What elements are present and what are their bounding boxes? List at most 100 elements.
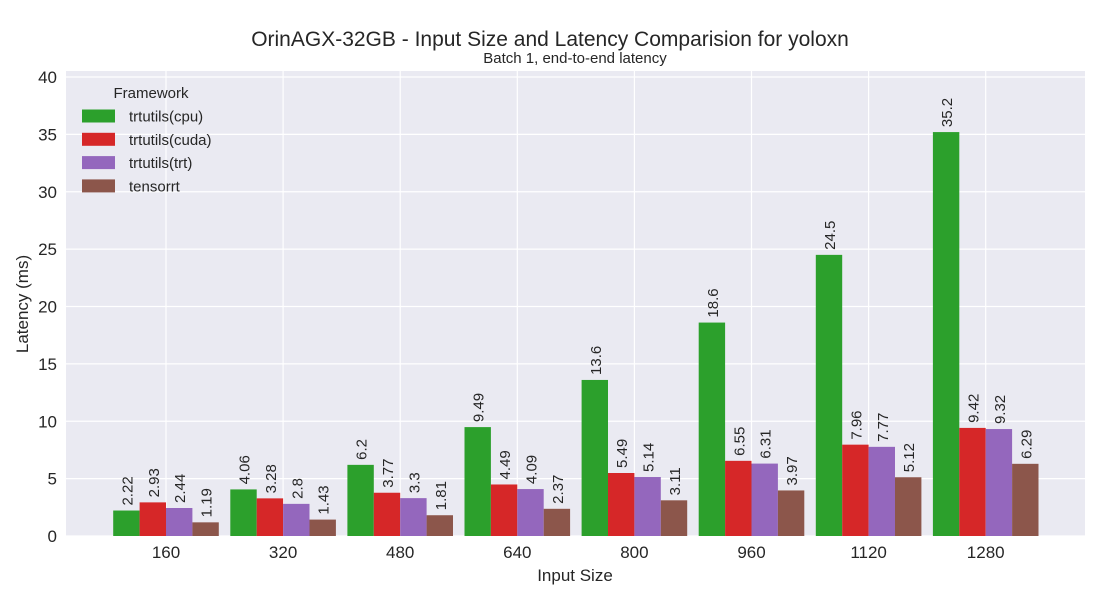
bar-value-label: 3.28 [263, 464, 280, 493]
bar [426, 515, 453, 536]
grid-lines [66, 71, 1085, 537]
chart-title: OrinAGX-32GB - Input Size and Latency Co… [251, 28, 849, 51]
bar-value-label: 4.09 [524, 455, 541, 484]
y-tick-label: 20 [38, 298, 57, 317]
bar [517, 489, 544, 536]
bar-value-label: 5.14 [641, 443, 658, 472]
bar-value-label: 2.93 [146, 468, 163, 497]
bar-value-label: 35.2 [939, 98, 956, 127]
bar-value-label: 4.06 [237, 455, 254, 484]
bar-value-label: 18.6 [705, 288, 722, 317]
legend-swatch [82, 179, 115, 193]
x-tick-label: 800 [620, 543, 648, 562]
legend-swatch [82, 156, 115, 170]
bar-value-label: 24.5 [822, 221, 839, 250]
legend-items: trtutils(cpu) trtutils(cuda) trtutils(trt)… [82, 109, 212, 195]
bar-value-label: 9.42 [966, 394, 983, 423]
x-tick-label: 640 [503, 543, 531, 562]
bar-value-label: 4.49 [497, 450, 514, 479]
bar-value-label: 7.77 [875, 413, 892, 442]
bar [309, 519, 336, 536]
legend-label: tensorrt [129, 178, 181, 195]
bar [634, 477, 661, 536]
y-tick-label: 5 [48, 470, 57, 489]
legend-label: trtutils(cpu) [129, 109, 203, 126]
y-tick-label: 40 [38, 68, 57, 87]
bar [464, 427, 491, 536]
bar-value-label: 3.77 [380, 459, 397, 488]
bar-value-label: 2.44 [172, 474, 189, 503]
legend-label: trtutils(trt) [129, 155, 192, 172]
bar-value-label: 6.29 [1018, 430, 1035, 459]
bar [400, 498, 427, 536]
plot-area [66, 71, 1085, 536]
x-tick-label: 960 [737, 543, 765, 562]
bar-value-label: 9.49 [471, 393, 488, 422]
bar-value-label: 1.81 [433, 481, 450, 510]
bar [490, 484, 518, 536]
bar [725, 460, 752, 536]
bar [192, 522, 219, 536]
bar-value-label: 3.11 [667, 467, 684, 495]
y-tick-label: 15 [38, 355, 57, 374]
y-tick-label: 25 [38, 240, 57, 259]
legend-label: trtutils(cuda) [129, 132, 212, 149]
legend-swatch [82, 132, 115, 146]
bar-value-label: 9.32 [992, 395, 1009, 424]
bar-value-label: 3.97 [784, 456, 801, 485]
bar-value-label: 1.19 [199, 488, 216, 517]
x-tick-label: 1280 [967, 543, 1005, 562]
chart-subtitle: Batch 1, end-to-end latency [483, 50, 667, 67]
x-axis-label: Input Size [537, 566, 613, 585]
bar [895, 477, 922, 536]
bar-value-label: 5.49 [614, 439, 631, 468]
bar [230, 489, 257, 536]
bar-value-label: 6.31 [758, 429, 775, 458]
bar [166, 508, 193, 536]
bar [777, 490, 805, 536]
bar [1012, 463, 1039, 536]
bar-value-label: 1.43 [316, 485, 333, 514]
x-tick-label: 480 [386, 543, 414, 562]
y-tick-label: 30 [38, 183, 57, 202]
bar [347, 464, 374, 536]
x-tick-label: 1120 [850, 543, 887, 562]
bar [985, 429, 1013, 536]
bar-value-label: 5.12 [901, 443, 918, 472]
bar-value-label: 6.55 [731, 427, 748, 456]
x-tick-label: 320 [269, 543, 297, 562]
bar [581, 379, 608, 536]
x-tick-label: 160 [152, 543, 180, 562]
bar-value-label: 2.22 [119, 476, 136, 505]
bar [842, 444, 869, 536]
bar [256, 498, 284, 536]
y-tick-label: 35 [38, 125, 57, 144]
bar-value-label: 2.8 [289, 478, 306, 499]
bar [373, 492, 401, 536]
bar [959, 427, 986, 536]
bar [868, 446, 895, 536]
bar [113, 510, 140, 536]
bar [660, 500, 688, 536]
bar-value-label: 13.6 [588, 346, 605, 375]
bar-value-labels: 2.22 4.06 6.2 9.49 13.6 18.6 24.5 35.2 2.93 3.28 3… [119, 98, 1035, 517]
bar-value-label: 7.96 [848, 410, 865, 439]
y-axis-ticks: 0 5 10 15 20 25 30 35 40 [38, 68, 57, 546]
legend: Framework trtutils(cpu)trtutils(cuda)trt… [82, 85, 212, 195]
bar [543, 508, 571, 536]
x-axis-ticks: 160 320 480 640 800 960 1120 1280 [152, 543, 1005, 562]
bar-value-label: 6.2 [354, 439, 371, 460]
bar [283, 503, 310, 536]
bar [139, 502, 166, 536]
bars [113, 132, 1039, 537]
y-axis-label: Latency (ms) [13, 255, 32, 353]
bar [698, 322, 726, 536]
bar [815, 254, 843, 537]
y-tick-label: 0 [48, 527, 57, 546]
bar [608, 473, 635, 536]
bar-value-label: 3.3 [406, 472, 423, 493]
y-tick-label: 10 [38, 412, 57, 431]
bar [932, 132, 960, 536]
